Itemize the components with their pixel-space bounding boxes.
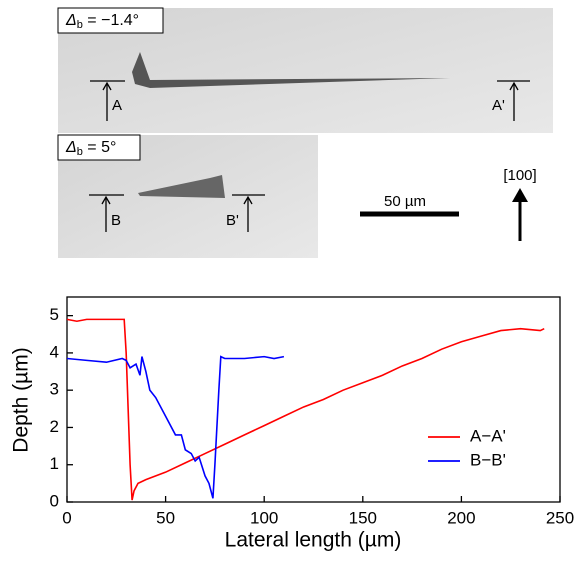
label-box	[57, 7, 164, 34]
x-tick-label: 50	[156, 508, 175, 527]
x-tick-label: 0	[62, 508, 71, 527]
marker-label: A	[112, 97, 122, 114]
direction-label: [100]	[503, 167, 536, 184]
y-axis-label: Depth (µm)	[10, 347, 33, 452]
y-tick-label: 3	[50, 380, 59, 399]
symbol: Δ	[65, 12, 77, 29]
marker-label: B	[111, 212, 121, 229]
data-line	[66, 355, 285, 499]
rest: = 5°	[83, 139, 117, 156]
panel-label: Δb = 5°	[65, 139, 116, 158]
marker-label: B'	[226, 212, 239, 229]
indent-b	[138, 175, 225, 198]
scale-label: 50 µm	[384, 193, 426, 210]
legend-label: A−A'	[470, 426, 506, 445]
rest: = −1.4°	[83, 12, 139, 29]
legend-label: B−B'	[470, 450, 506, 469]
y-tick-label: 2	[50, 417, 59, 436]
section-markers	[89, 80, 530, 232]
x-axis-label: Lateral length (µm)	[225, 529, 402, 552]
label-box	[57, 134, 141, 161]
y-tick-label: 1	[50, 454, 59, 473]
data-line	[66, 318, 545, 501]
y-tick-label: 0	[50, 491, 59, 510]
indent-a	[132, 52, 450, 88]
y-tick-label: 4	[50, 342, 59, 361]
plot-frame	[66, 296, 561, 503]
arrow-head	[512, 188, 528, 202]
marker-label: A'	[492, 97, 505, 114]
x-tick-label: 250	[546, 508, 574, 527]
panel-label: Δb = −1.4°	[65, 12, 139, 31]
sub: b	[77, 146, 83, 158]
x-tick-label: 200	[447, 508, 475, 527]
x-tick-label: 100	[250, 508, 278, 527]
sub: b	[77, 19, 83, 31]
x-tick-label: 150	[349, 508, 377, 527]
y-tick-label: 5	[50, 305, 59, 324]
symbol: Δ	[65, 139, 77, 156]
